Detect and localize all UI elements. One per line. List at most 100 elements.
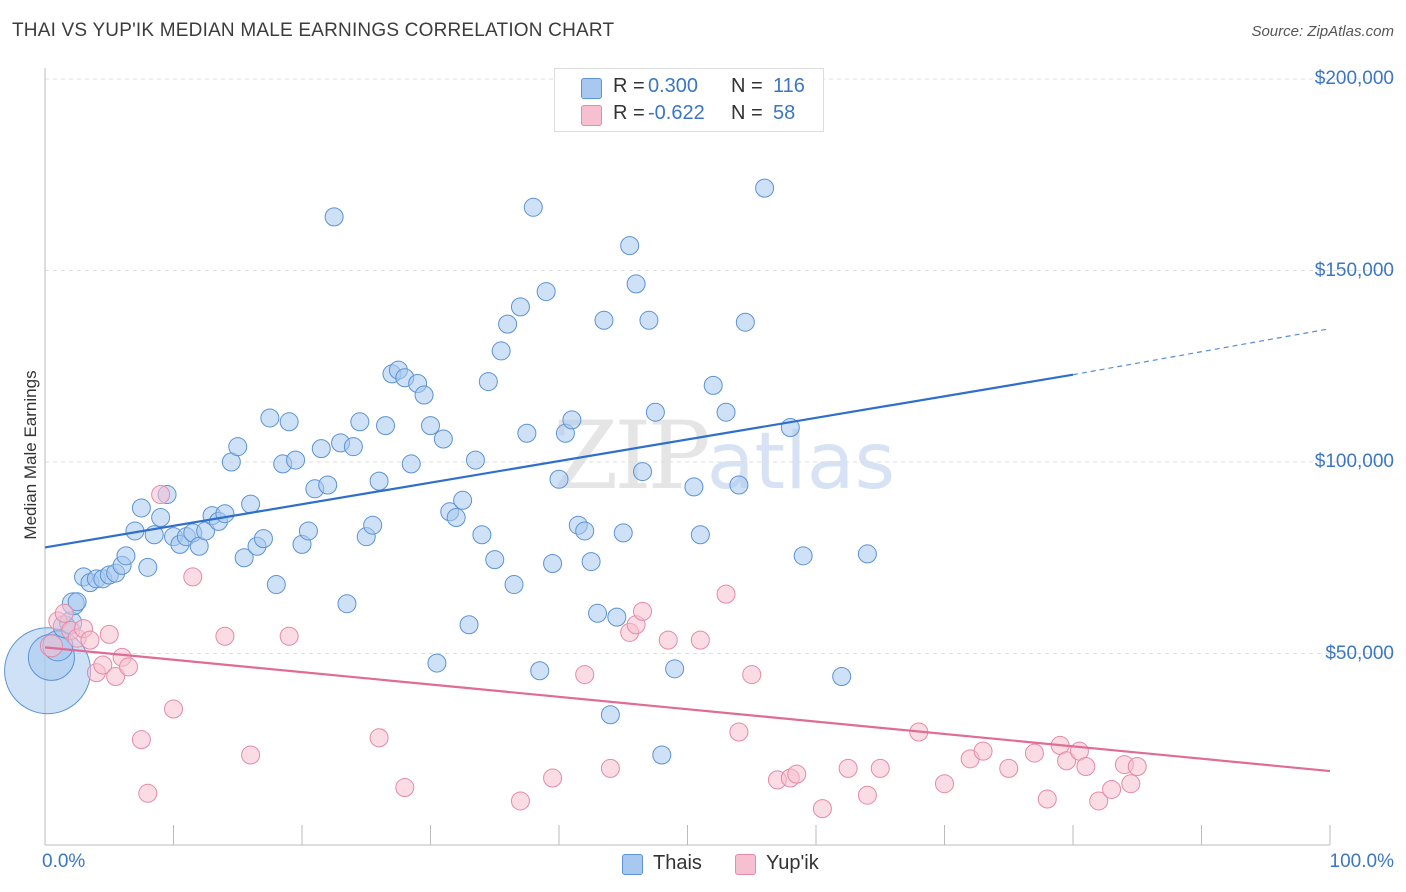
grid-lines: [45, 78, 1395, 654]
thais-point: [228, 437, 248, 457]
legend-label-yupik: Yup'ik: [766, 852, 819, 874]
thais-point: [427, 653, 447, 673]
thais-point: [298, 521, 318, 541]
yupik-point: [633, 601, 653, 621]
correlation-legend: R = 0.300 N = 116 R = -0.622 N = 58: [554, 68, 824, 132]
yupik-point: [1127, 756, 1147, 776]
thais-point: [369, 471, 389, 491]
thais-point: [613, 523, 633, 543]
legend-row-yupik: R = -0.622 N = 58: [555, 102, 823, 128]
yupik-point: [600, 758, 620, 778]
thais-point: [311, 439, 331, 459]
thais-point: [626, 274, 646, 294]
yupik-point: [80, 630, 100, 650]
yupik-point: [510, 791, 530, 811]
thais-point: [465, 450, 485, 470]
thais-point: [453, 490, 473, 510]
thais-point: [241, 494, 261, 514]
thais-trend-line: [44, 373, 1074, 549]
thais-point: [363, 515, 383, 535]
thais-point: [735, 312, 755, 332]
thais-legend-swatch: [622, 854, 643, 875]
thais-point: [414, 385, 434, 405]
thais-point: [690, 525, 710, 545]
y-tick-label: $200,000: [1314, 68, 1394, 89]
legend-n-label: N =: [731, 75, 763, 97]
thais-point: [234, 548, 254, 568]
chart-title: THAI VS YUP'IK MEDIAN MALE EARNINGS CORR…: [12, 20, 615, 41]
yupik-point: [1057, 751, 1077, 771]
thais-point: [716, 402, 736, 422]
thais-point: [151, 508, 171, 528]
thais-point: [279, 412, 299, 432]
yupik-point: [543, 768, 563, 788]
yupik-point: [1121, 774, 1141, 794]
yupik-point: [742, 665, 762, 685]
yupik-point: [1102, 779, 1122, 799]
thais-point: [536, 282, 556, 302]
thais-point: [498, 314, 518, 334]
thais-point: [131, 498, 151, 518]
thais-point: [459, 615, 479, 635]
yupik-swatch: [581, 105, 602, 126]
yupik-point: [215, 626, 235, 646]
thais-point: [421, 416, 440, 436]
yupik-point: [395, 778, 415, 798]
yupik-point: [1037, 789, 1057, 809]
legend-r-value: 0.300: [648, 75, 699, 97]
thais-point: [665, 659, 685, 679]
thais-point: [517, 423, 537, 443]
thais-point: [215, 504, 235, 524]
thais-point: [857, 544, 877, 564]
thais-point: [530, 661, 550, 681]
thais-point: [639, 310, 659, 330]
yupik-trend-line: [44, 646, 1331, 773]
thais-point: [549, 469, 569, 489]
yupik-point: [1089, 791, 1109, 811]
thais-point: [600, 705, 620, 725]
yupik-point: [870, 758, 890, 778]
yupik-point: [690, 630, 710, 650]
yupik-point: [658, 630, 678, 650]
yupik-point: [935, 774, 954, 794]
thais-point: [318, 475, 338, 495]
thais-point: [581, 552, 601, 572]
yupik-point: [93, 655, 113, 675]
thais-point: [472, 525, 492, 545]
thais-point: [253, 529, 273, 549]
yupik-point: [838, 758, 858, 778]
thais-point: [350, 412, 370, 432]
thais-point: [376, 416, 396, 436]
thais-point: [504, 575, 524, 595]
yupik-point: [999, 758, 1019, 778]
thais-point: [138, 557, 158, 577]
thais-point: [433, 429, 453, 449]
thais-point: [729, 475, 749, 495]
thais-point: [755, 178, 775, 198]
yupik-point: [857, 785, 877, 805]
thais-point: [703, 375, 723, 395]
yupik-point: [106, 666, 126, 686]
thais-point: [260, 408, 280, 428]
legend-row-thais: R = 0.300 N = 116: [555, 75, 823, 101]
yupik-point: [1076, 756, 1096, 776]
x-tick-label-min: 0.0%: [42, 851, 86, 872]
yupik-point: [164, 699, 183, 719]
yupik-point: [812, 799, 832, 819]
thais-point: [324, 207, 344, 227]
yupik-point: [131, 730, 151, 750]
yupik-point: [787, 764, 807, 784]
thais-trend-extension: [1072, 328, 1331, 376]
thais-point: [588, 603, 608, 623]
yupik-point: [575, 665, 595, 685]
thais-point: [607, 607, 627, 627]
thais-point: [633, 462, 653, 482]
yupik-point: [729, 722, 749, 742]
thais-point: [446, 508, 466, 528]
yupik-legend-swatch: [735, 854, 756, 875]
thais-swatch: [581, 78, 602, 99]
legend-label-thais: Thais: [653, 852, 702, 874]
axes: [44, 68, 1331, 846]
yupik-point: [973, 741, 993, 761]
